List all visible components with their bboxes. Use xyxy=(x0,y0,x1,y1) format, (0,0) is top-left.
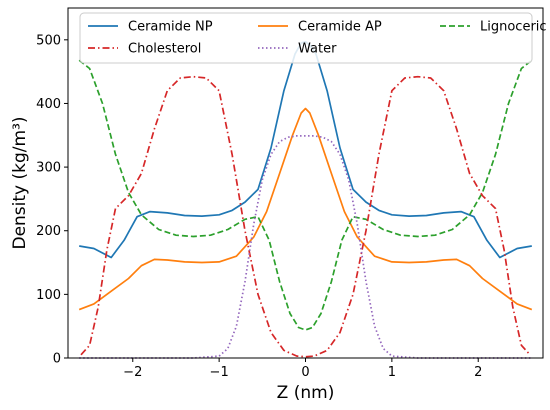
x-axis-label: Z (nm) xyxy=(277,383,335,403)
y-tick-label: 500 xyxy=(36,33,61,48)
x-tick-label: 2 xyxy=(474,365,482,380)
series-line-ceramide-ap xyxy=(78,107,533,311)
legend-label-cholesterol: Cholesterol xyxy=(128,42,201,57)
legend-box xyxy=(79,12,533,64)
series-line-cholesterol xyxy=(80,75,531,358)
series-line-lignoceric-acid xyxy=(78,59,533,331)
y-tick-label: 100 xyxy=(36,288,61,303)
legend: Ceramide NP Ceramide AP Lignoceric acid Cho… xyxy=(79,12,550,64)
y-axis-label: Density (kg/m³) xyxy=(10,116,30,249)
y-tick-label: 0 xyxy=(53,352,61,367)
legend-label-lignoceric-acid: Lignoceric acid xyxy=(480,20,550,35)
legend-label-ceramide-np: Ceramide NP xyxy=(128,20,213,35)
legend-label-ceramide-ap: Ceramide AP xyxy=(298,20,382,35)
x-tick-label: 1 xyxy=(388,365,396,380)
x-tick-label: −1 xyxy=(210,365,229,380)
y-tick-label: 400 xyxy=(36,97,61,112)
series-line-ceramide-np xyxy=(79,40,532,259)
y-tick-label: 300 xyxy=(36,161,61,176)
legend-label-water: Water xyxy=(298,42,337,57)
series-layer xyxy=(78,40,533,359)
x-tick-label: 0 xyxy=(301,365,309,380)
y-tick-label: 200 xyxy=(36,224,61,239)
x-tick-label: −2 xyxy=(123,365,142,380)
ticks-layer: −2 −1 0 1 2 0 100 200 300 400 500 xyxy=(36,33,482,380)
series-line-water xyxy=(79,135,532,359)
